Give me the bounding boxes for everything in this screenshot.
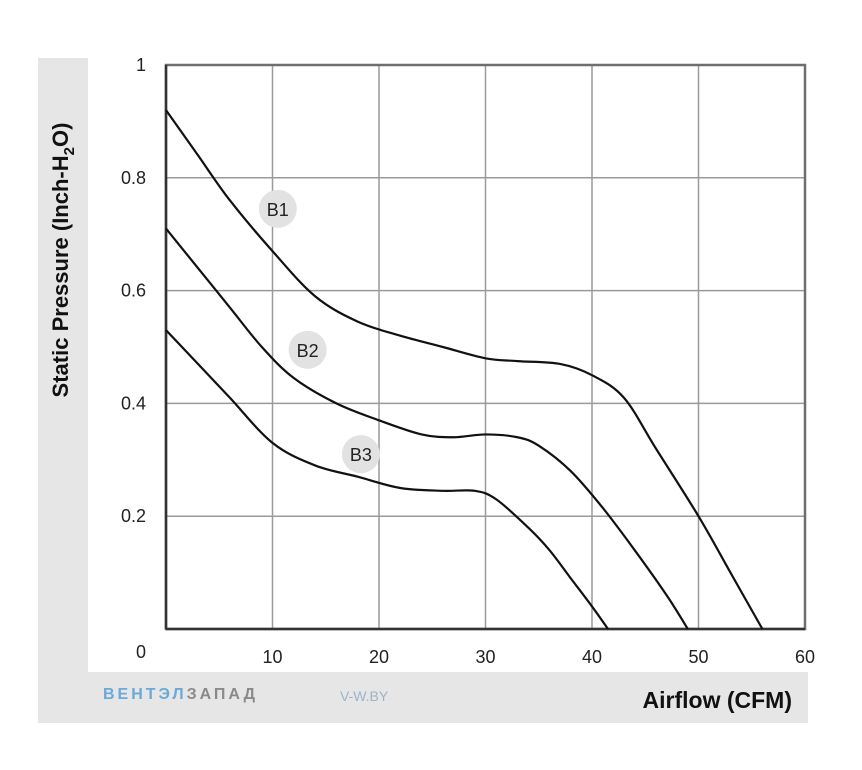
tick-labels: 10 20 30 40 50 600.20.40.60.810 xyxy=(121,55,815,667)
series-line-1 xyxy=(165,109,764,630)
series-line-3 xyxy=(165,329,609,630)
y-tick-label: 0.4 xyxy=(121,393,146,413)
y-tick-label: 1 xyxy=(136,55,146,75)
x-tick-label: 40 xyxy=(582,647,602,667)
grid-lines xyxy=(164,63,807,631)
y-tick-label: 0.6 xyxy=(121,281,146,301)
x-tick-label: 60 xyxy=(795,647,815,667)
watermark-brand-part-a: ВЕНТЭЛ xyxy=(103,686,187,703)
x-tick-label: 30 xyxy=(475,647,495,667)
watermark-brand: ВЕНТЭЛЗАПАД xyxy=(103,686,258,704)
x-tick-label: 20 xyxy=(369,647,389,667)
y-axis-label: Static Pressure (Inch-H2O) xyxy=(48,123,78,398)
x-tick-label: 10 xyxy=(262,647,282,667)
series-label-text: B2 xyxy=(297,341,319,361)
plot-background xyxy=(88,58,808,672)
series-label-bubble xyxy=(288,330,327,369)
series-label-bubble xyxy=(341,435,380,474)
x-tick-label: 50 xyxy=(688,647,708,667)
series-label-bubble xyxy=(258,189,297,228)
y-tick-label: 0.8 xyxy=(121,168,146,188)
x-axis-label: Airflow (CFM) xyxy=(642,687,792,713)
series-label-text: B3 xyxy=(350,445,372,465)
series-labels: B1 B2 B3 xyxy=(258,189,380,474)
origin-label: 0 xyxy=(136,642,146,662)
y-tick-label: 0.2 xyxy=(121,506,146,526)
watermark-url: V-W.BY xyxy=(340,688,389,704)
watermark-brand-part-b: ЗАПАД xyxy=(186,686,258,703)
series-label-text: B1 xyxy=(267,200,289,220)
series-lines xyxy=(165,109,764,630)
series-line-2 xyxy=(165,227,689,630)
